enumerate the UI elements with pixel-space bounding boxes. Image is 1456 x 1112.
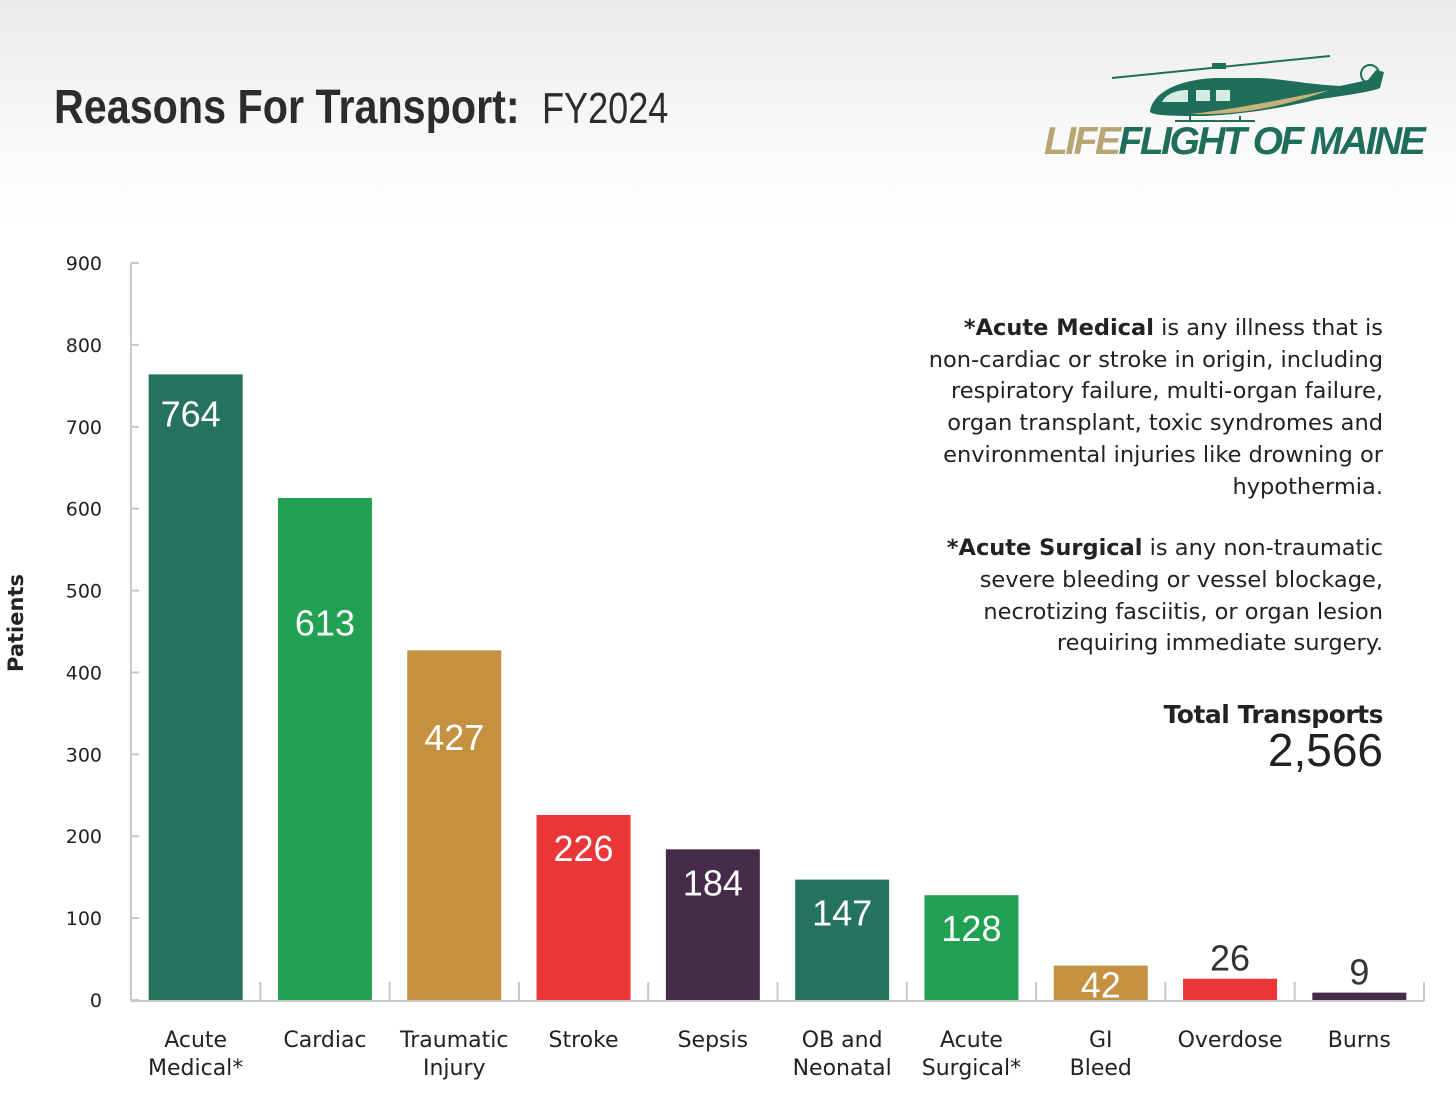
value-label: 613 bbox=[295, 603, 355, 644]
bar bbox=[536, 814, 631, 1000]
x-tick-label: Neonatal bbox=[793, 1056, 892, 1081]
x-tick-label: GI bbox=[1089, 1028, 1113, 1053]
value-label: 184 bbox=[683, 862, 743, 903]
y-tick-label: 200 bbox=[66, 826, 102, 848]
value-label: 42 bbox=[1081, 965, 1121, 1006]
value-label: 226 bbox=[554, 828, 614, 869]
y-tick-label: 900 bbox=[66, 253, 102, 275]
title-main: Reasons For Transport: bbox=[54, 81, 520, 134]
x-tick-labels: Acute Medical* Cardiac Traumatic Injury Strok… bbox=[148, 1028, 1391, 1081]
logo-text: LIFEFLIGHT OF MAINE bbox=[1044, 120, 1426, 164]
x-tick-label: Burns bbox=[1328, 1028, 1391, 1053]
y-tick-label: 800 bbox=[66, 335, 102, 357]
bar bbox=[924, 895, 1019, 1000]
x-tick-label: Stroke bbox=[548, 1028, 618, 1053]
value-labels: 764 613 427 226 184 147 128 42 26 9 bbox=[161, 393, 1370, 1005]
y-tick-label: 500 bbox=[66, 581, 102, 603]
note-acute-medical-term: *Acute Medical bbox=[963, 315, 1154, 341]
bar bbox=[1312, 992, 1407, 1000]
x-tick-label: Injury bbox=[423, 1056, 486, 1081]
note-acute-surgical-term: *Acute Surgical bbox=[946, 535, 1143, 562]
title-year: FY2024 bbox=[542, 84, 669, 133]
y-tick-label: 400 bbox=[66, 662, 102, 684]
x-axis bbox=[130, 982, 1425, 1002]
bar bbox=[795, 879, 890, 1000]
value-label: 9 bbox=[1349, 952, 1369, 993]
total-transports: Total Transports 2,566 bbox=[1163, 700, 1384, 776]
note-acute-medical-text: is any illness that is non-cardiac or st… bbox=[928, 315, 1383, 500]
y-tick-label: 100 bbox=[66, 908, 102, 930]
definitions-note: *Acute Medical is any illness that is no… bbox=[913, 313, 1383, 660]
value-label: 128 bbox=[941, 908, 1001, 949]
x-tick-label: Acute bbox=[164, 1028, 227, 1053]
y-axis-title: Patients bbox=[4, 574, 28, 672]
x-tick-label: Cardiac bbox=[283, 1028, 366, 1053]
logo-text-life: LIFE bbox=[1044, 120, 1121, 163]
bar bbox=[407, 650, 502, 1000]
y-tick-label: 0 bbox=[90, 990, 102, 1012]
x-tick-label: Bleed bbox=[1070, 1056, 1132, 1081]
value-label: 26 bbox=[1210, 938, 1250, 979]
note-acute-surgical-text: is any non-traumatic severe bleeding or … bbox=[979, 535, 1383, 657]
total-label: Total Transports bbox=[1163, 700, 1384, 729]
total-value: 2,566 bbox=[1267, 724, 1383, 776]
note-acute-surgical: *Acute Surgical is any non-traumatic sev… bbox=[913, 533, 1383, 660]
logo: LIFEFLIGHT OF MAINE bbox=[1040, 50, 1456, 165]
bar bbox=[665, 849, 760, 1000]
value-label: 764 bbox=[161, 393, 221, 434]
bar bbox=[1053, 965, 1148, 1000]
note-acute-medical: *Acute Medical is any illness that is no… bbox=[913, 313, 1383, 503]
y-tick-label: 600 bbox=[66, 499, 102, 521]
y-tick-label: 300 bbox=[66, 744, 102, 766]
value-label: 147 bbox=[812, 893, 872, 934]
logo-text-flight: FLIGHT OF MAINE bbox=[1118, 120, 1426, 163]
x-tick-label: Acute bbox=[940, 1028, 1003, 1053]
x-tick-label: Medical* bbox=[148, 1056, 243, 1081]
x-tick-label: Sepsis bbox=[678, 1028, 749, 1053]
x-tick-label: Traumatic bbox=[399, 1028, 508, 1053]
bar bbox=[148, 374, 243, 1000]
helicopter-icon bbox=[1111, 55, 1384, 122]
value-label: 427 bbox=[424, 717, 484, 758]
bar bbox=[1183, 978, 1278, 1000]
x-tick-label: Surgical* bbox=[922, 1056, 1021, 1081]
page-title: Reasons For Transport: FY2024 bbox=[54, 80, 668, 135]
x-tick-label: Overdose bbox=[1178, 1028, 1283, 1053]
x-tick-label: OB and bbox=[802, 1028, 883, 1053]
y-tick-label: 700 bbox=[66, 417, 102, 439]
bar bbox=[277, 498, 372, 1000]
bars bbox=[148, 374, 1407, 1000]
y-axis: 0 100 200 300 400 500 600 700 800 900 bbox=[66, 253, 139, 1012]
